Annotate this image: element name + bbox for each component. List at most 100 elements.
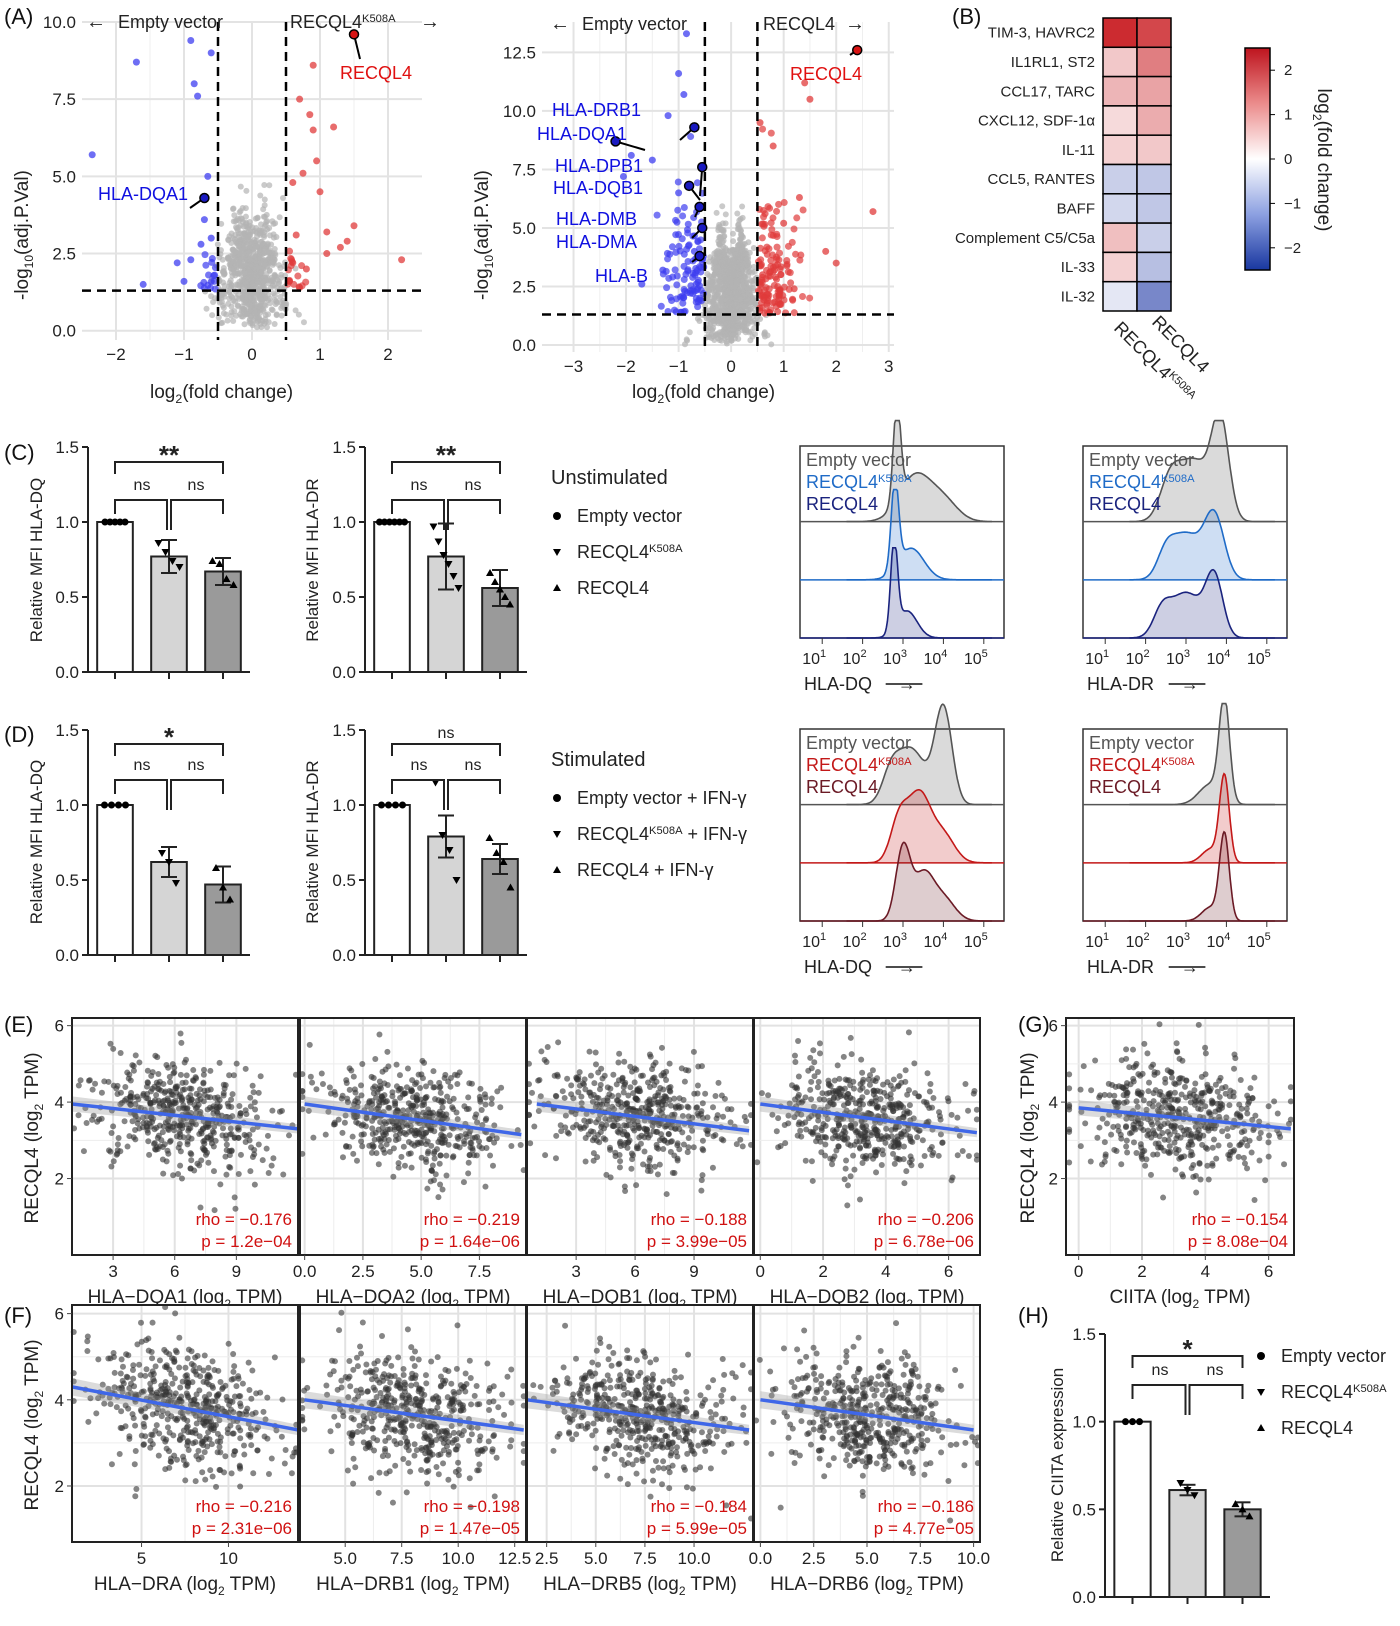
sig-label: ** [159,440,180,470]
legend-marker [553,866,561,873]
data-point [817,1050,823,1056]
data-point [888,1096,894,1102]
data-point [792,1053,798,1059]
data-point [830,1156,836,1162]
point-up [800,207,807,214]
point-ns [225,318,231,324]
data-point [797,1128,803,1134]
data-point [243,1107,249,1113]
colorbar-label: log2(fold change) [1310,89,1334,232]
data-point [691,1091,697,1097]
point-up [337,244,344,251]
point-up [323,250,330,257]
data-point [658,1072,664,1078]
point-ns [269,250,275,256]
data-point [633,1182,639,1188]
data-point [924,1102,930,1108]
point-down [202,251,209,258]
sig-label: ns [438,725,455,742]
point-down [697,236,704,243]
data-point [132,1136,138,1142]
histogram-legend-item: Empty vector [1089,733,1194,753]
data-point [864,1127,870,1133]
data-point [695,1083,701,1089]
data-point [107,1041,113,1047]
data-point [698,1188,704,1194]
point-up [777,301,784,308]
rho-annotation: rho = −0.176 [196,1210,292,1229]
data-point [685,1068,691,1074]
data-point [163,1062,169,1068]
point-ns [254,324,260,330]
histogram-legend-item: RECQL4 [806,777,878,797]
data-point [597,1086,603,1092]
point-ns [251,283,257,289]
point-ns [726,308,732,314]
data-point [820,1121,826,1127]
data-point [202,1353,208,1359]
data-point [937,1113,943,1119]
point-ns [768,341,774,347]
data-point [248,1396,254,1402]
data-point [215,1368,221,1374]
point-ns [247,316,253,322]
data-point [266,1471,272,1477]
data-point [582,1076,588,1082]
data-point [902,1079,908,1085]
bar [374,522,410,672]
data-point [136,1059,142,1065]
data-point [396,1126,402,1132]
legend-marker [553,549,561,556]
data-point [882,1140,888,1146]
data-point [625,1139,631,1145]
data-point [858,1057,864,1063]
data-point [185,1128,191,1134]
point-ns [696,318,702,324]
x-tick-label: 4 [881,1262,890,1281]
data-point [886,1101,892,1107]
data-point [466,1080,472,1086]
data-point [369,1125,375,1131]
point-ns [258,269,264,275]
x-tick-label: 104 [923,648,947,668]
data-point [851,1167,857,1173]
bar [374,805,410,955]
sig-label: ns [1207,1362,1224,1379]
p-value-annotation: p = 1.2e−04 [201,1232,292,1251]
data-point [807,1087,813,1093]
point-ns [737,237,743,243]
point-ns [255,251,261,257]
point-ns [727,276,733,282]
data-point [191,1078,197,1084]
data-point [447,1084,453,1090]
data-point [114,1151,120,1157]
y-axis-label: Relative MFI HLA-DR [303,478,322,641]
point-down [204,173,211,180]
data-point [660,1098,666,1104]
data-point [954,1115,960,1121]
data-point [454,1143,460,1149]
data-point [577,1124,583,1130]
point-up [791,226,798,233]
data-point [635,1097,641,1103]
point-ns [257,294,263,300]
y-tick-label: 1.5 [332,438,356,457]
data-point [859,1070,865,1076]
x-tick-label: 102 [1126,648,1150,668]
y-tick-label: 0.0 [52,322,76,341]
data-point [385,1063,391,1069]
x-tick-label: 3 [108,1262,117,1281]
data-point [167,1430,173,1436]
data-point [130,1376,136,1382]
data-point [111,1158,117,1164]
y-tick-label: 5.0 [512,219,536,238]
point-ns [237,209,243,215]
data-point [875,1105,881,1111]
data-point [826,1081,832,1087]
data-point [111,1083,117,1089]
data-point [165,1424,171,1430]
data-point [624,1145,630,1151]
data-point [606,1091,612,1097]
data-point [971,1088,977,1094]
